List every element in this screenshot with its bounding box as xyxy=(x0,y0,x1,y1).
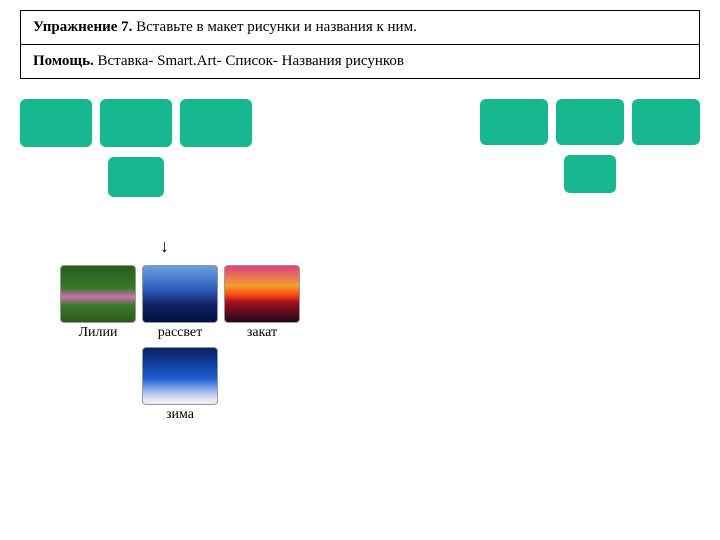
image-label: зима xyxy=(142,407,218,423)
image-row-2: зима xyxy=(142,347,700,423)
placeholder-row-left-bottom xyxy=(108,157,164,197)
placeholder-row-right-top xyxy=(480,99,700,145)
image-thumbnail xyxy=(142,265,218,323)
image-cell: рассвет xyxy=(142,265,218,341)
exercise-number: Упражнение 7. xyxy=(33,19,132,35)
image-row-1: Лилии рассвет закат xyxy=(60,265,700,341)
placeholder-box xyxy=(556,99,624,145)
placeholder-group-left xyxy=(20,99,252,207)
placeholder-box xyxy=(564,155,616,193)
image-cell: зима xyxy=(142,347,218,423)
image-cell: закат xyxy=(224,265,300,341)
placeholder-box xyxy=(20,99,92,147)
image-section: Лилии рассвет закат зима xyxy=(60,265,700,423)
image-thumbnail xyxy=(60,265,136,323)
placeholder-box xyxy=(480,99,548,145)
help-label: Помощь. xyxy=(33,53,94,69)
image-thumbnail xyxy=(224,265,300,323)
image-thumbnail xyxy=(142,347,218,405)
help-box: Помощь. Вставка- Smart.Art- Список- Назв… xyxy=(20,44,700,79)
image-label: закат xyxy=(224,325,300,341)
placeholder-row-left-top xyxy=(20,99,252,147)
placeholder-box xyxy=(180,99,252,147)
image-label: рассвет xyxy=(142,325,218,341)
placeholder-group-right xyxy=(480,99,700,207)
exercise-task: Вставьте в макет рисунки и названия к ни… xyxy=(136,19,417,35)
exercise-box: Упражнение 7. Вставьте в макет рисунки и… xyxy=(20,10,700,44)
image-label: Лилии xyxy=(60,325,136,341)
smartart-placeholders xyxy=(20,99,700,207)
arrow-down-icon: ↓ xyxy=(160,237,700,255)
placeholder-box xyxy=(100,99,172,147)
image-cell: Лилии xyxy=(60,265,136,341)
placeholder-box xyxy=(108,157,164,197)
help-text: Вставка- Smart.Art- Список- Названия рис… xyxy=(98,53,404,69)
placeholder-box xyxy=(632,99,700,145)
placeholder-row-right-bottom xyxy=(564,155,616,193)
